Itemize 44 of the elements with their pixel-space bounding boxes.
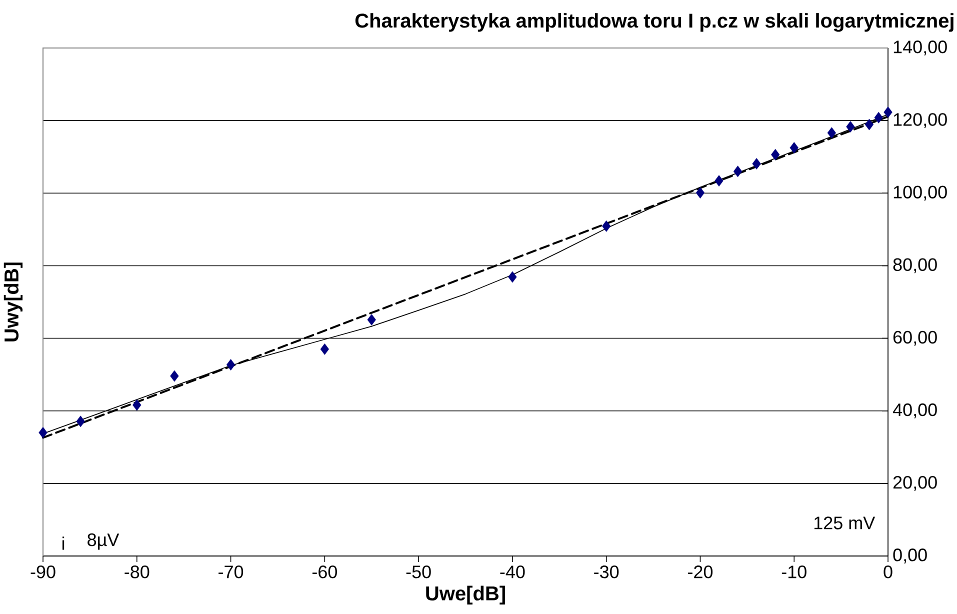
x-tick-label: -90	[30, 566, 56, 578]
point	[827, 127, 836, 139]
x-tick-label: -30	[594, 566, 619, 578]
y-tick-label: 20,00	[893, 476, 937, 491]
x-axis-title: Uwe[dB]	[426, 586, 505, 604]
y-tick-label: 60,00	[893, 330, 937, 346]
point	[367, 314, 376, 326]
annotation: i	[62, 536, 64, 550]
x-tick-label: -40	[500, 566, 525, 578]
point	[508, 271, 517, 283]
x-tick-label: -70	[218, 566, 244, 578]
y-axis-title: Uwy[dB]	[4, 262, 23, 342]
y-tick-label: 80,00	[893, 258, 937, 274]
point	[696, 187, 705, 198]
y-tick-label: 120,00	[894, 113, 947, 128]
x-tick-label: -50	[406, 566, 431, 578]
point	[771, 148, 780, 160]
point	[752, 158, 761, 170]
chart-title: Charakterystyka amplitudowa toru I p.cz w skali logarytmicznej	[355, 13, 954, 32]
point	[846, 121, 855, 132]
point	[884, 106, 892, 118]
annotation: 8µV	[88, 533, 120, 550]
y-tick-label: 100,00	[894, 186, 947, 201]
point	[320, 343, 329, 355]
y-tick-label: 140,00	[894, 40, 947, 56]
x-tick-label: -60	[312, 566, 337, 578]
y-tick-label: 0,00	[893, 548, 927, 564]
point	[38, 426, 48, 438]
point	[874, 112, 883, 124]
x-tick-label: -10	[782, 566, 806, 578]
point	[602, 220, 611, 232]
point	[132, 399, 142, 411]
point	[714, 175, 724, 187]
point	[226, 359, 236, 370]
point	[864, 118, 874, 130]
point	[76, 416, 85, 428]
annotation: 125 mV	[814, 516, 876, 530]
point	[733, 166, 742, 178]
point	[790, 142, 798, 154]
y-tick-label: 40,00	[892, 403, 937, 418]
x-tick-label: 0	[884, 566, 892, 578]
point	[170, 370, 179, 382]
x-tick-label: -80	[124, 566, 150, 578]
x-tick-label: -20	[688, 566, 713, 578]
